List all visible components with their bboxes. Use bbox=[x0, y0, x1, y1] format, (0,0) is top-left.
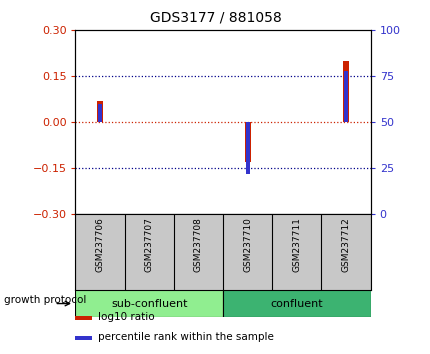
Bar bbox=[342, 61, 348, 122]
Text: sub-confluent: sub-confluent bbox=[111, 298, 187, 309]
Bar bbox=[98, 104, 102, 122]
Text: GSM237712: GSM237712 bbox=[341, 217, 350, 272]
Bar bbox=[75, 290, 223, 317]
Text: GSM237711: GSM237711 bbox=[292, 217, 301, 272]
Text: GSM237710: GSM237710 bbox=[243, 217, 252, 272]
Text: growth protocol: growth protocol bbox=[4, 295, 86, 305]
Bar bbox=[245, 122, 249, 174]
Text: GSM237706: GSM237706 bbox=[95, 217, 104, 272]
Bar bbox=[97, 101, 103, 122]
Text: GDS3177 / 881058: GDS3177 / 881058 bbox=[149, 11, 281, 25]
Text: GSM237708: GSM237708 bbox=[194, 217, 203, 272]
Text: log10 ratio: log10 ratio bbox=[97, 313, 154, 322]
Text: confluent: confluent bbox=[270, 298, 322, 309]
Bar bbox=[343, 70, 347, 122]
Bar bbox=[75, 316, 92, 320]
Bar bbox=[75, 336, 92, 340]
Text: percentile rank within the sample: percentile rank within the sample bbox=[97, 332, 273, 342]
Bar bbox=[223, 290, 370, 317]
Text: GSM237707: GSM237707 bbox=[144, 217, 154, 272]
Bar bbox=[244, 122, 250, 162]
